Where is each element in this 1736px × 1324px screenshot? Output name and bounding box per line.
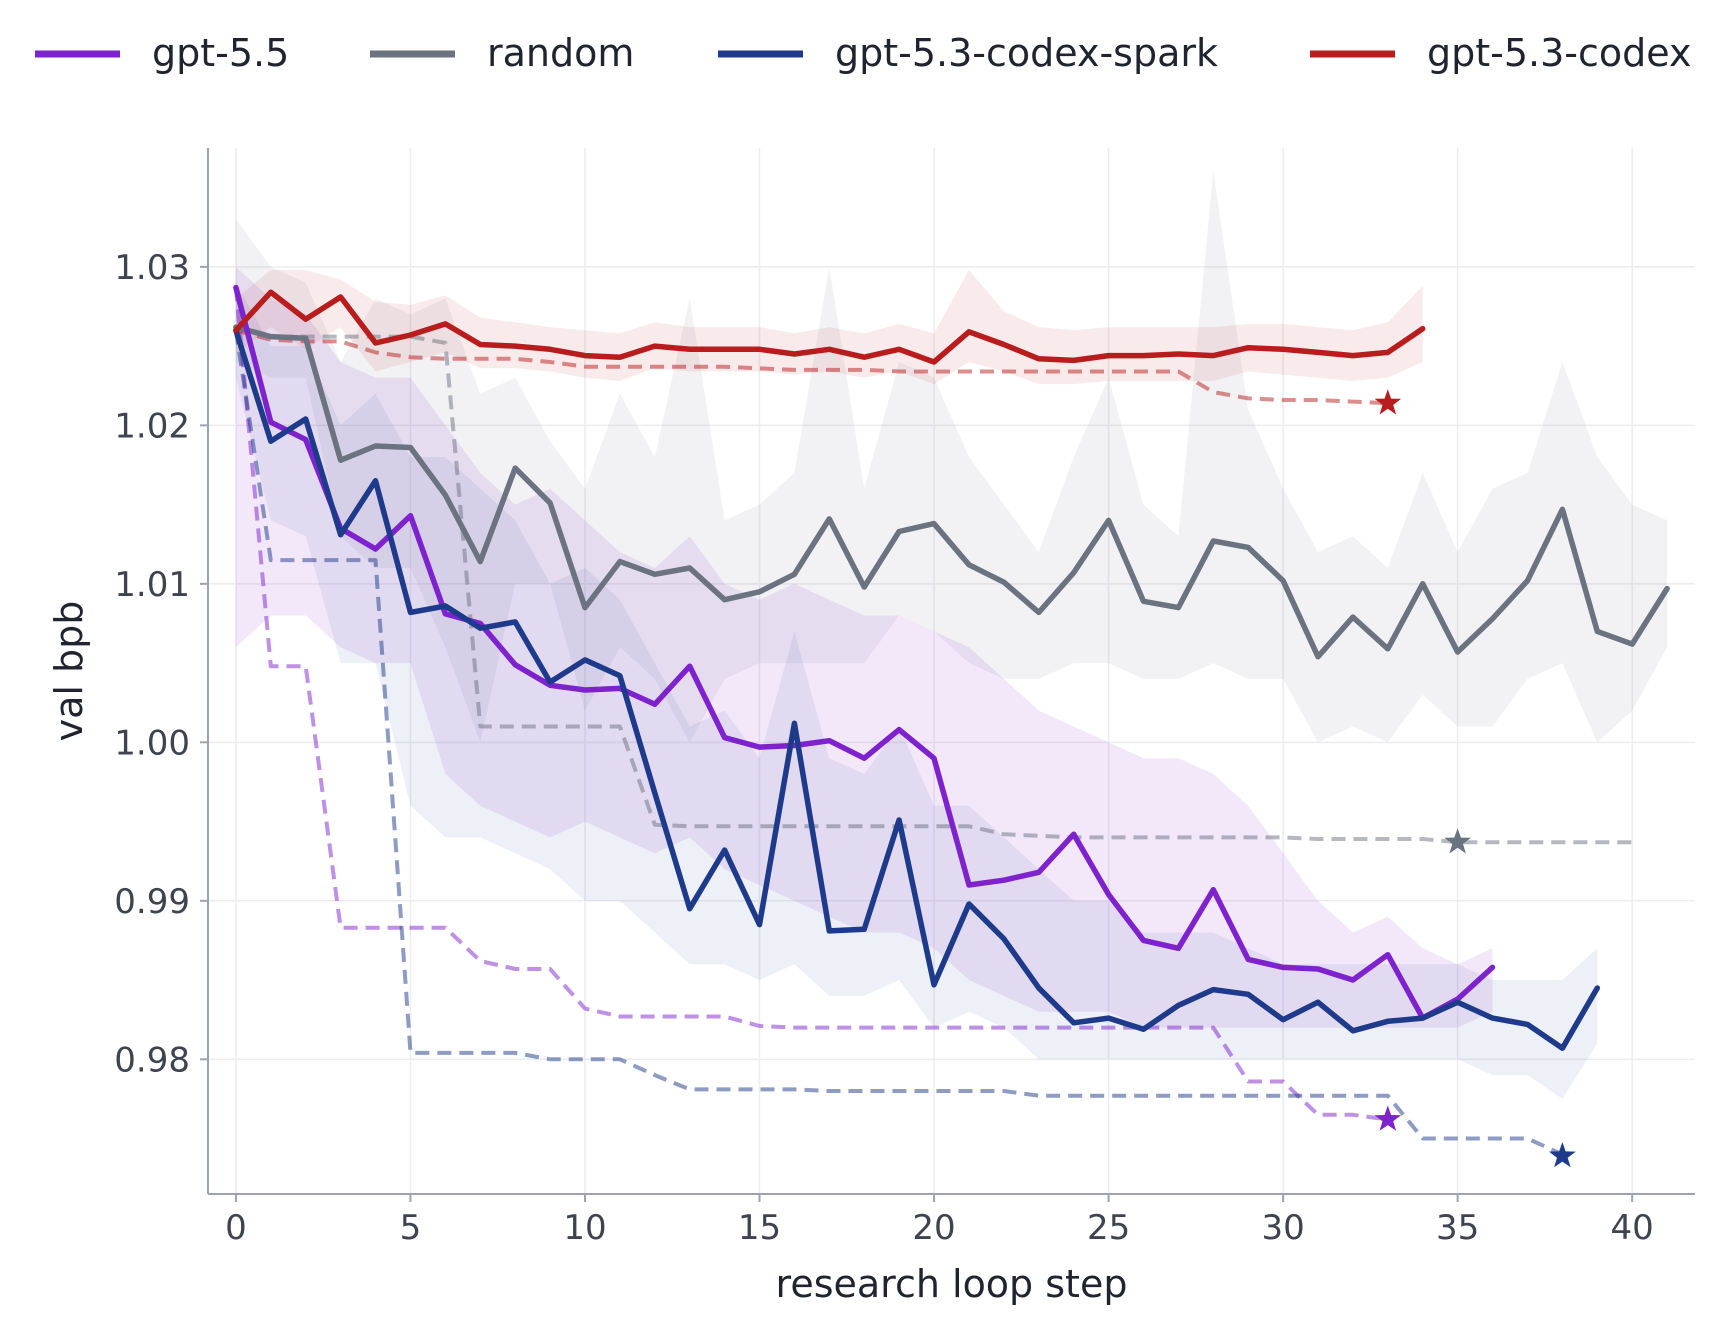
y-tick-label: 1.00 [114, 723, 190, 763]
x-tick-label: 40 [1611, 1208, 1654, 1248]
y-axis-label: val bpb [47, 601, 91, 742]
best-marker-gpt-5.5 [1374, 1105, 1402, 1131]
legend-label: gpt-5.5 [152, 31, 289, 75]
best-marker-gpt-5.3-codex [1374, 389, 1402, 415]
best-so-far-lines [233, 287, 1633, 1157]
x-tick-label: 35 [1436, 1208, 1479, 1248]
axes: 0 5 10 15 20 25 30 35 40 0.98 0.99 1.00 1.01 1.02 1.03… [47, 148, 1695, 1306]
best-so-far-gpt-5.3-codex [235, 328, 1388, 406]
legend-label: gpt-5.3-codex-spark [835, 31, 1218, 75]
legend-item-gpt-5.5: gpt-5.5 [35, 31, 289, 75]
x-tick-label: 5 [400, 1208, 422, 1248]
band-gpt-5.3-codex-spark [235, 282, 1598, 1099]
legend-label: random [487, 31, 634, 75]
x-tick-label: 30 [1261, 1208, 1304, 1248]
best-marker-random [1444, 828, 1471, 854]
series-line-gpt-5.3-codex [233, 289, 1426, 365]
y-tick-label: 0.98 [114, 1040, 190, 1080]
series-lines [233, 284, 1670, 1051]
confidence-bands [235, 171, 1668, 1099]
y-tick-label: 1.02 [114, 406, 190, 446]
legend-item-gpt-5.3-codex-spark: gpt-5.3-codex-spark [718, 31, 1218, 75]
x-tick-label: 15 [738, 1208, 781, 1248]
best-so-far-gpt-5.3-codex-spark [233, 329, 1564, 1157]
legend: gpt-5.5 random gpt-5.3-codex-spark gpt-5.3-… [35, 31, 1691, 75]
series-line-gpt-5.5 [233, 284, 1496, 1021]
series-line-random [233, 324, 1670, 660]
y-tick-label: 0.99 [114, 882, 190, 922]
legend-label: gpt-5.3-codex [1427, 31, 1691, 75]
legend-item-random: random [370, 31, 634, 75]
grid [208, 148, 1695, 1194]
series-line-gpt-5.3-codex-spark [233, 327, 1601, 1051]
y-tick-label: 1.01 [114, 565, 190, 605]
x-tick-label: 25 [1087, 1208, 1130, 1248]
x-axis-label: research loop step [776, 1262, 1128, 1306]
x-tick-label: 0 [225, 1208, 247, 1248]
best-marker-gpt-5.3-codex-spark [1549, 1142, 1576, 1168]
y-tick-label: 1.03 [114, 248, 190, 288]
legend-item-gpt-5.3-codex: gpt-5.3-codex [1310, 31, 1691, 75]
best-so-far-gpt-5.5 [233, 287, 1389, 1122]
best-markers [1374, 389, 1576, 1168]
x-tick-label: 10 [563, 1208, 606, 1248]
best-so-far-random [235, 325, 1633, 845]
x-tick-label: 20 [912, 1208, 955, 1248]
